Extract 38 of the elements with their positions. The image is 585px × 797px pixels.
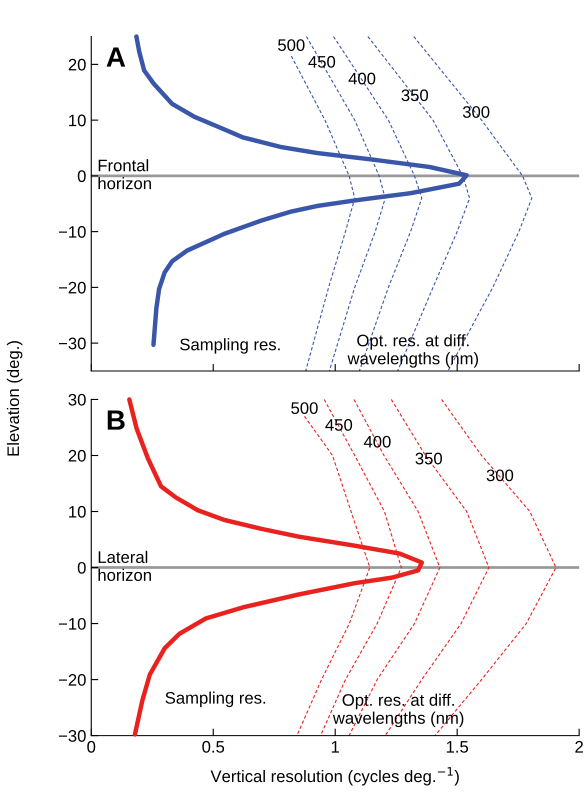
x-tick-label: 0.5 [202,740,224,753]
series-label: 500 [291,402,318,414]
y-tick-label: −20 [58,282,86,294]
chart-title: B [108,410,125,430]
annotation: Sampling res. [165,692,266,708]
x-tick-label: 0 [87,740,96,753]
series-label: 450 [325,419,352,431]
y-axis-title: Elevation (deg.) [6,341,22,456]
ref-line-label: Lateral horizon [98,550,151,581]
y-tick-label: −30 [58,338,86,350]
series-label: 300 [486,469,514,482]
series-label: 350 [402,89,428,102]
y-tick-label: −30 [58,730,86,742]
annotation: Opt. res. at diff. wavelengths (nm) [332,694,464,728]
annotation: Sampling res. [180,338,280,354]
x-tick-label: 1 [332,741,340,753]
series-label: 450 [308,56,336,68]
x-axis-title: Vertical resolution (cycles deg.$^{−1}$) [210,767,459,786]
series-label: 300 [462,106,490,118]
y-tick-label: 30 [68,394,86,406]
x-tick-label: 1.5 [446,741,468,753]
y-tick-label: 10 [69,506,86,518]
y-tick-label: 20 [68,58,86,71]
series-label: 350 [415,452,442,464]
y-tick-label: 0 [78,562,86,574]
series-label: 500 [278,39,305,52]
y-tick-label: −10 [58,226,86,238]
series-label: 400 [348,72,376,84]
annotation: Opt. res. at diff. wavelengths (nm) [347,334,478,368]
y-tick-label: −10 [58,618,86,630]
y-tick-label: 10 [69,114,86,126]
chart-title: A [106,48,126,67]
ref-line-label: Frontal horizon [98,159,151,190]
y-tick-label: 20 [68,450,86,462]
y-tick-label: −20 [58,674,86,686]
series-label: 400 [364,436,391,448]
y-tick-label: 0 [78,170,86,182]
x-tick-label: 2 [575,740,583,753]
